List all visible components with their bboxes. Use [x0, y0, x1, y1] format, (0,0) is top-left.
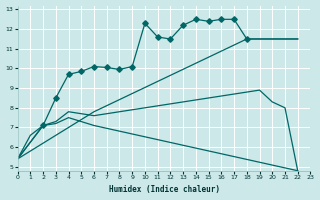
X-axis label: Humidex (Indice chaleur): Humidex (Indice chaleur)	[108, 185, 220, 194]
